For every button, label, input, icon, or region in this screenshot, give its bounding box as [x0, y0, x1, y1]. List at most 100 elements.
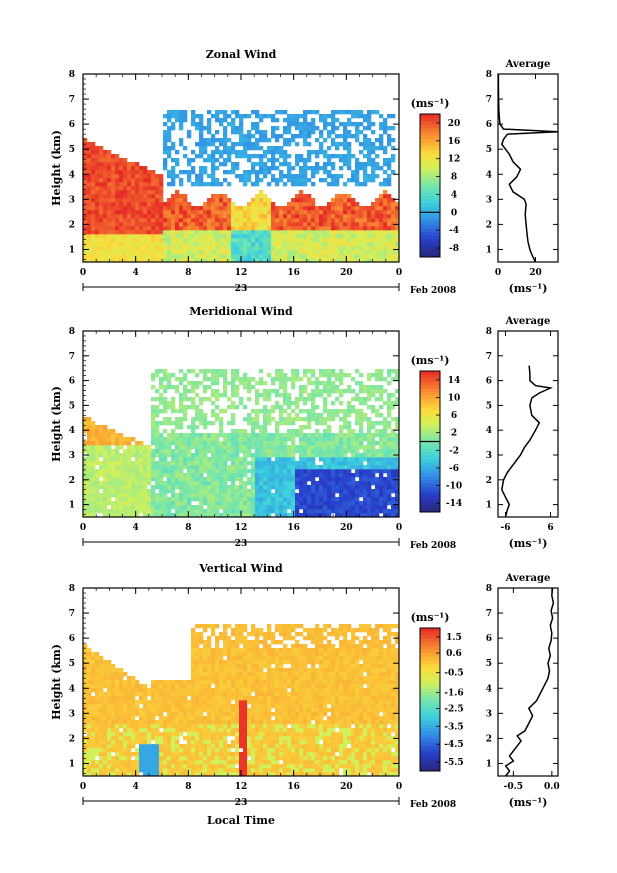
- heatmap-cell: [367, 445, 372, 450]
- heatmap-cell: [171, 501, 176, 506]
- heatmap-cell: [251, 437, 256, 442]
- heatmap-cell: [207, 481, 212, 486]
- heatmap-cell: [91, 433, 96, 438]
- heatmap-cell: [327, 377, 332, 382]
- heatmap-cell: [291, 453, 296, 458]
- heatmap-cell: [159, 489, 164, 494]
- heatmap-cell: [255, 146, 260, 151]
- heatmap-cell: [123, 748, 128, 753]
- heatmap-cell: [387, 182, 392, 187]
- heatmap-cell: [315, 214, 320, 219]
- y-tick-label: 4: [69, 170, 75, 180]
- heatmap-cell: [159, 485, 164, 490]
- heatmap-cell: [355, 138, 360, 143]
- heatmap-cell: [135, 162, 140, 167]
- profile-x-tick-label: -6: [501, 523, 511, 533]
- heatmap-cell: [215, 449, 220, 454]
- heatmap-cell: [119, 696, 124, 701]
- heatmap-cell: [187, 425, 192, 430]
- heatmap-cell: [259, 505, 264, 510]
- heatmap-cell: [211, 238, 216, 243]
- heatmap-cell: [95, 768, 100, 773]
- heatmap-cell: [95, 760, 100, 765]
- heatmap-cell: [219, 198, 224, 203]
- heatmap-cell: [211, 445, 216, 450]
- heatmap-cell: [199, 397, 204, 402]
- heatmap-cell: [367, 421, 372, 426]
- heatmap-cell: [191, 457, 196, 462]
- heatmap-cell: [223, 441, 228, 446]
- heatmap-cell: [91, 489, 96, 494]
- heatmap-cell: [211, 170, 216, 175]
- heatmap-cell: [319, 421, 324, 426]
- heatmap-cell: [323, 258, 328, 263]
- heatmap-cell: [283, 210, 288, 215]
- heatmap-cell: [363, 178, 368, 183]
- heatmap-cell: [99, 716, 104, 721]
- heatmap-cell: [295, 449, 300, 454]
- heatmap-cell: [379, 126, 384, 131]
- heatmap-cell: [95, 150, 100, 155]
- heatmap-cell: [367, 258, 372, 263]
- heatmap-cell: [327, 122, 332, 127]
- heatmap-cell: [119, 509, 124, 514]
- heatmap-cell: [99, 684, 104, 689]
- heatmap-cell: [159, 445, 164, 450]
- heatmap-cell: [151, 234, 156, 239]
- heatmap-cell: [371, 433, 376, 438]
- heatmap-cell: [107, 720, 112, 725]
- heatmap-cell: [367, 425, 372, 430]
- heatmap-cell: [231, 385, 236, 390]
- heatmap-cell: [271, 154, 276, 159]
- heatmap-cell: [359, 493, 364, 498]
- heatmap-cell: [215, 437, 220, 442]
- heatmap-cell: [283, 110, 288, 115]
- x-tick-label: 12: [235, 523, 248, 533]
- x-tick-label: 0: [396, 523, 402, 533]
- heatmap-cell: [219, 417, 224, 422]
- colorbar-tick-label: 14: [448, 376, 461, 386]
- heatmap-cell: [291, 114, 296, 119]
- heatmap-cell: [203, 433, 208, 438]
- colorbar-swatch: [420, 124, 440, 129]
- heatmap-cell: [131, 234, 136, 239]
- heatmap-cell: [347, 166, 352, 171]
- heatmap-cell: [191, 473, 196, 478]
- heatmap-cell: [395, 234, 400, 239]
- heatmap-cell: [207, 505, 212, 510]
- heatmap-cell: [223, 110, 228, 115]
- heatmap-cell: [263, 254, 268, 259]
- heatmap-cell: [127, 473, 132, 478]
- heatmap-cell: [179, 210, 184, 215]
- heatmap-cell: [339, 493, 344, 498]
- heatmap-cell: [251, 417, 256, 422]
- heatmap-cell: [111, 748, 116, 753]
- heatmap-cell: [111, 696, 116, 701]
- heatmap-cell: [379, 453, 384, 458]
- heatmap-cell: [111, 688, 116, 693]
- heatmap-cell: [207, 485, 212, 490]
- heatmap-cell: [115, 226, 120, 231]
- heatmap-cell: [367, 150, 372, 155]
- heatmap-cell: [387, 226, 392, 231]
- heatmap-cell: [107, 246, 112, 251]
- heatmap-cell: [251, 258, 256, 263]
- heatmap-cell: [371, 178, 376, 183]
- heatmap-cell: [395, 477, 400, 482]
- heatmap-cell: [199, 206, 204, 211]
- heatmap-cell: [163, 210, 168, 215]
- heatmap-cell: [279, 226, 284, 231]
- colorbar-tick-label: -10: [446, 482, 462, 492]
- heatmap-cell: [255, 154, 260, 159]
- heatmap-cell: [351, 449, 356, 454]
- heatmap-cell: [103, 493, 108, 498]
- heatmap-cell: [255, 461, 260, 466]
- heatmap-cell: [395, 481, 400, 486]
- heatmap-cell: [271, 377, 276, 382]
- heatmap-cell: [287, 222, 292, 227]
- heatmap-cell: [183, 373, 188, 378]
- heatmap-cell: [363, 433, 368, 438]
- heatmap-cell: [131, 222, 136, 227]
- heatmap-cell: [319, 469, 324, 474]
- heatmap-cell: [259, 258, 264, 263]
